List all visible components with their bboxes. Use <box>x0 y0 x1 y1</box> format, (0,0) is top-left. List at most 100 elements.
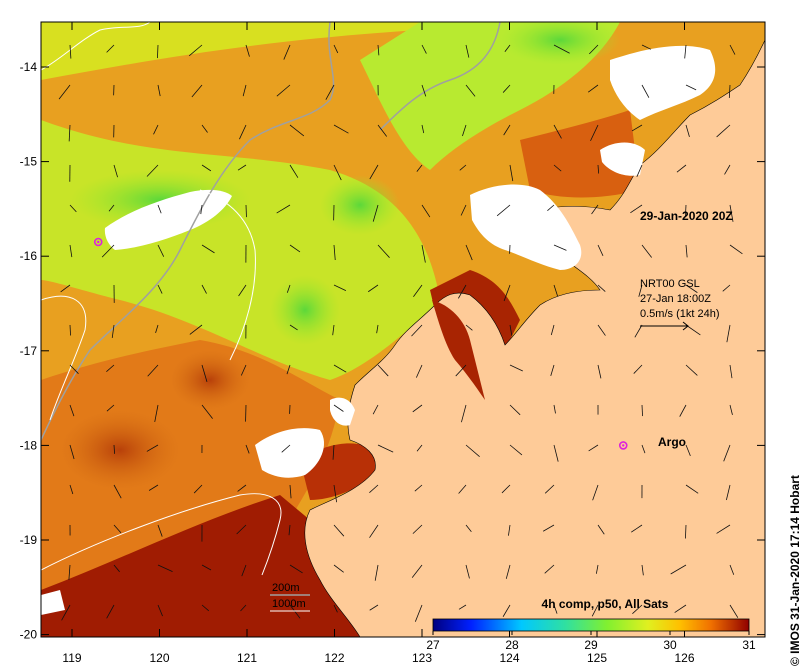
wind-vector <box>459 164 467 171</box>
isobath-200m <box>41 22 335 441</box>
wind-vector <box>502 84 511 93</box>
plot-area <box>41 22 765 637</box>
wind-vector <box>155 324 159 334</box>
colorbar-tick-label: 31 <box>742 638 756 652</box>
wind-vector <box>597 524 605 535</box>
wind-vector <box>421 244 426 263</box>
wind-vector <box>726 484 731 501</box>
sst-yellow-north <box>41 22 520 80</box>
wind-vector <box>69 404 75 417</box>
wind-vector <box>238 284 247 297</box>
wind-vector <box>458 604 467 610</box>
wind-vector <box>113 564 120 573</box>
wind-vector <box>289 484 292 499</box>
wind-vector <box>288 524 291 536</box>
argo-label: Argo <box>658 435 686 449</box>
colorbar-tick-label: 30 <box>663 638 677 652</box>
wind-vector <box>69 204 77 213</box>
wind-vector <box>333 364 347 373</box>
wind-vector <box>333 564 344 573</box>
wind-vector <box>276 204 291 214</box>
isobath-legend-1000m: 1000m <box>272 598 306 610</box>
wind-vector <box>289 124 305 137</box>
wind-label-line2: 27-Jan 18:00Z <box>640 293 711 305</box>
date-label: 29-Jan-2020 20Z <box>640 209 733 223</box>
wind-vector <box>241 564 247 577</box>
wind-vector <box>726 324 731 343</box>
wind-vector <box>508 524 511 536</box>
wind-vector <box>685 364 698 376</box>
lat-tick-label: -16 <box>20 249 38 263</box>
sst-cool-patch-1 <box>320 175 400 235</box>
map-frame <box>40 21 766 638</box>
wind-vector <box>276 84 291 97</box>
wind-vector <box>588 444 599 452</box>
wind-vector <box>201 404 213 419</box>
wind-vector <box>201 604 210 612</box>
isobath-1000m-south <box>41 493 282 576</box>
wind-vector <box>146 164 159 177</box>
wind-vector <box>69 484 74 495</box>
wind-vector <box>69 244 73 258</box>
wind-scale-arrow <box>640 321 689 331</box>
wind-vector <box>113 484 122 499</box>
wind-vector <box>542 524 555 532</box>
wind-vector <box>630 524 643 533</box>
lon-tick-label: 121 <box>237 651 257 665</box>
wind-vector <box>504 44 511 53</box>
wind-vector <box>332 444 335 460</box>
sst-cool-patch-2 <box>270 275 340 345</box>
wind-vector <box>630 204 643 214</box>
wind-vector <box>641 404 643 417</box>
lon-tick-label: 124 <box>499 651 519 665</box>
wind-vector <box>369 604 379 611</box>
wind-vector <box>157 84 161 97</box>
wind-vector <box>722 284 731 292</box>
wind-vector <box>685 84 697 91</box>
lat-tick-label: -19 <box>20 533 38 547</box>
lon-tick-label: 126 <box>674 651 694 665</box>
wind-vector <box>641 444 646 454</box>
wind-vector <box>69 364 79 374</box>
wind-vector <box>597 364 602 379</box>
lat-tick-label: -20 <box>20 628 38 642</box>
wind-vector <box>502 604 511 617</box>
wind-vector <box>191 84 203 98</box>
wind-vector <box>201 284 207 294</box>
wind-vector <box>685 244 688 258</box>
wind-vector <box>239 124 247 140</box>
wind-vector <box>544 564 555 574</box>
wind-vector <box>240 364 247 376</box>
wind-vector <box>289 604 301 619</box>
wind-vector <box>147 364 159 377</box>
wind-vector <box>412 404 423 413</box>
wind-vector <box>729 204 734 222</box>
wind-vector <box>376 324 379 334</box>
wind-vector <box>458 284 467 299</box>
wind-vector <box>685 124 690 138</box>
wind-vector <box>597 284 606 292</box>
wind-vector <box>333 284 347 291</box>
wind-vector <box>333 604 338 613</box>
lon-tick-label: 123 <box>412 651 432 665</box>
wind-vector <box>333 164 342 181</box>
cloud-mask-5 <box>330 397 355 426</box>
wind-vector <box>377 244 390 258</box>
argo-float-marker <box>618 441 628 450</box>
cloud-mask-7 <box>600 142 645 176</box>
wind-vector <box>286 364 291 375</box>
wind-vector <box>68 564 71 580</box>
wind-vector <box>369 524 379 538</box>
wind-vector <box>201 244 215 254</box>
wind-vector <box>416 164 423 172</box>
isobath-legend-200m: 200m <box>272 582 300 594</box>
wind-vector <box>503 284 511 302</box>
wind-vector <box>113 524 122 534</box>
wind-vector <box>61 604 71 621</box>
wind-vector <box>465 444 480 457</box>
wind-vector <box>496 204 511 217</box>
sst-warm-patch-2 <box>60 410 180 490</box>
wind-vector <box>597 324 606 336</box>
wind-vector <box>157 204 162 214</box>
wind-vector <box>461 404 467 423</box>
